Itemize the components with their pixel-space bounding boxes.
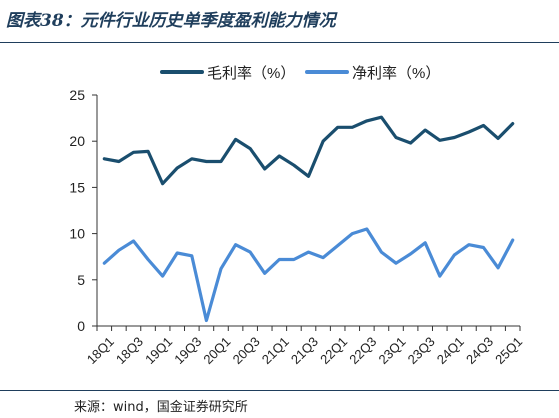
x-tick-label: 23Q1: [375, 334, 408, 367]
x-tick-label: 21Q3: [288, 334, 321, 367]
x-tick-label: 18Q1: [84, 334, 117, 367]
top-rule: [0, 42, 559, 43]
line-chart: 毛利率（%） 净利率（%） 0 5 10 15 20 25 18Q118Q319Q119Q3…: [69, 65, 525, 367]
y-tick-label: 15: [69, 179, 85, 195]
x-tick-label: 20Q1: [200, 334, 233, 367]
x-tick-label: 21Q1: [259, 334, 292, 367]
x-tick-label: 18Q3: [113, 334, 146, 367]
x-tick-label: 20Q3: [230, 334, 263, 367]
bottom-rule: [0, 390, 559, 391]
figure-title: 图表38：元件行业历史单季度盈利能力情况: [6, 11, 336, 31]
x-tick-label: 23Q3: [405, 334, 438, 367]
y-tick-label: 5: [77, 272, 85, 288]
y-tick-label: 25: [69, 87, 85, 103]
x-tick-label: 22Q3: [346, 334, 379, 367]
legend-label-gross-margin: 毛利率（%）: [207, 65, 295, 82]
x-tick-label: 19Q1: [142, 334, 175, 367]
x-tick-label: 25Q1: [492, 334, 525, 367]
chart-legend: 毛利率（%） 净利率（%）: [160, 65, 440, 82]
series-line-gross-margin: [102, 115, 515, 186]
y-axis: 0 5 10 15 20 25: [69, 87, 98, 334]
x-tick-label: 24Q1: [434, 334, 467, 367]
y-tick-label: 20: [69, 133, 85, 149]
series-lines: [102, 115, 515, 323]
series-line-net-margin: [102, 227, 515, 323]
x-tick-label: 24Q3: [463, 334, 496, 367]
source-note: 来源：wind，国金证券研究所: [74, 400, 248, 415]
legend-label-net-margin: 净利率（%）: [352, 65, 440, 82]
x-tick-label: 22Q1: [317, 334, 350, 367]
x-tick-label: 19Q3: [171, 334, 204, 367]
x-axis: 18Q118Q319Q119Q320Q120Q321Q121Q322Q122Q3…: [84, 325, 525, 367]
y-tick-label: 10: [69, 226, 85, 242]
y-tick-label: 0: [77, 318, 85, 334]
